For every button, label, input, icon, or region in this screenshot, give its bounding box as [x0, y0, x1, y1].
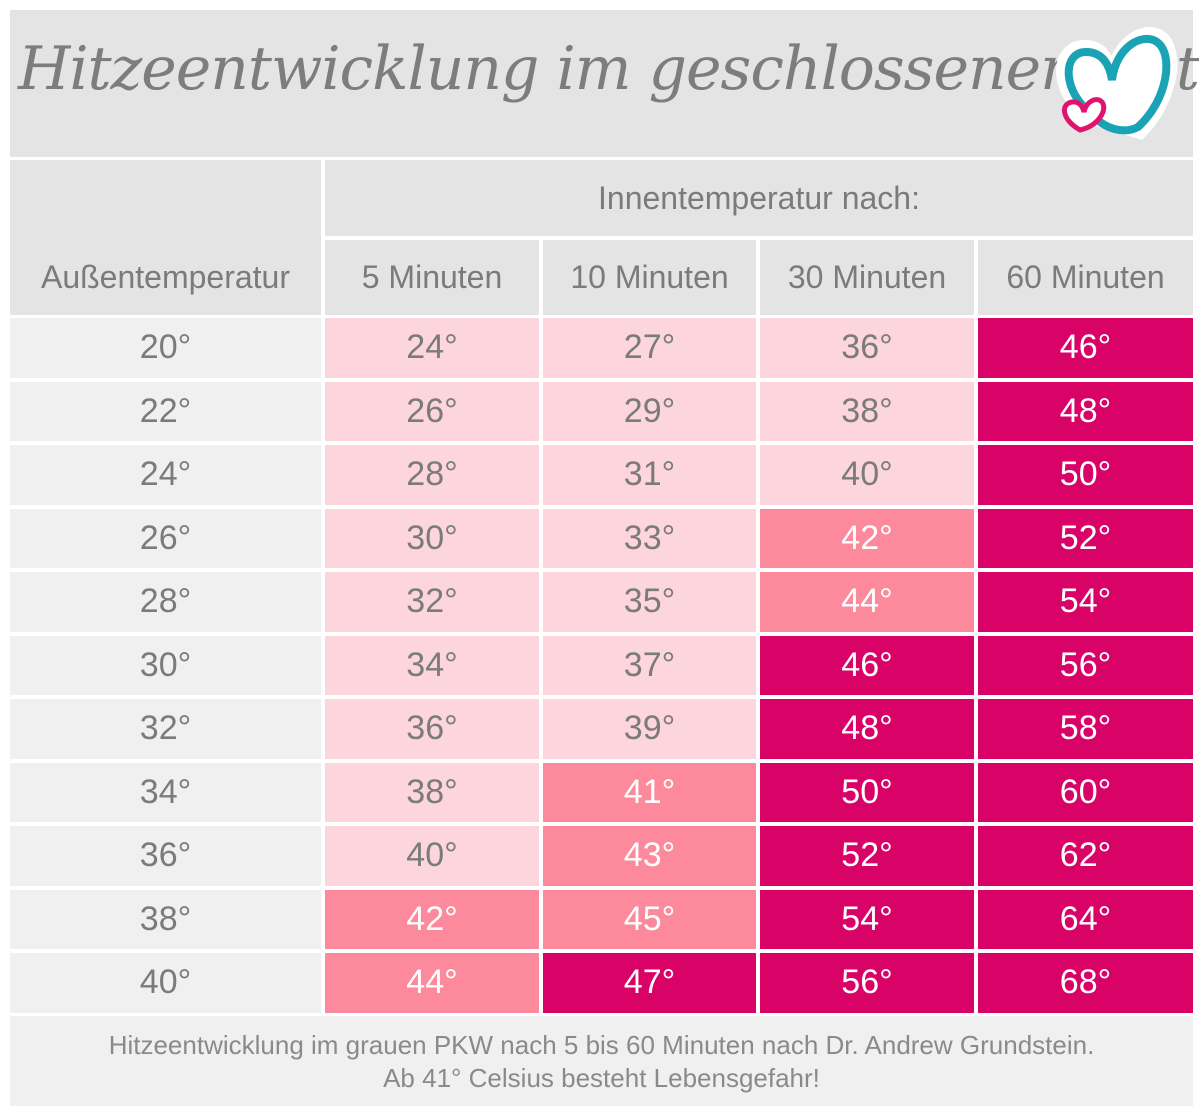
- inside-temperature-cell-safe: 32°: [325, 572, 539, 632]
- outside-temperature-cell: 40°: [10, 953, 321, 1013]
- column-group-header: Innentemperatur nach:: [325, 160, 1193, 236]
- outside-temperature-cell: 28°: [10, 572, 321, 632]
- column-header: 10 Minuten: [543, 240, 756, 315]
- inside-temperature-cell-safe: 27°: [543, 318, 756, 378]
- inside-temperature-cell-danger: 68°: [978, 953, 1193, 1013]
- inside-temperature-cell-safe: 28°: [325, 445, 539, 505]
- inside-temperature-cell-safe: 26°: [325, 381, 539, 441]
- inside-temperature-cell-warning: 42°: [760, 508, 974, 568]
- column-header: 5 Minuten: [325, 240, 539, 315]
- page-title: Hitzeentwicklung im geschlossenen Auto: [18, 34, 1199, 104]
- inside-temperature-cell-safe: 39°: [543, 699, 756, 759]
- inside-temperature-cell-safe: 36°: [760, 318, 974, 378]
- inside-temperature-cell-danger: 50°: [978, 445, 1193, 505]
- inside-temperature-cell-safe: 40°: [325, 826, 539, 886]
- inside-temperature-cell-danger: 46°: [760, 635, 974, 695]
- inside-temperature-cell-danger: 46°: [978, 318, 1193, 378]
- outside-temperature-cell: 20°: [10, 318, 321, 378]
- column-header: 60 Minuten: [978, 240, 1193, 315]
- inside-temperature-cell-warning: 44°: [760, 572, 974, 632]
- inside-temperature-cell-safe: 30°: [325, 508, 539, 568]
- inside-temperature-cell-safe: 37°: [543, 635, 756, 695]
- title-band: [10, 10, 1193, 157]
- outside-temperature-cell: 32°: [10, 699, 321, 759]
- inside-temperature-cell-warning: 41°: [543, 762, 756, 822]
- inside-temperature-cell-danger: 47°: [543, 953, 756, 1013]
- inside-temperature-cell-danger: 48°: [760, 699, 974, 759]
- two-hearts-logo-icon: [1056, 27, 1178, 140]
- inside-temperature-cell-danger: 48°: [978, 381, 1193, 441]
- inside-temperature-cell-safe: 24°: [325, 318, 539, 378]
- footer-note: Hitzeentwicklung im grauen PKW nach 5 bi…: [10, 1016, 1193, 1106]
- inside-temperature-cell-warning: 42°: [325, 889, 539, 949]
- inside-temperature-cell-safe: 29°: [543, 381, 756, 441]
- inside-temperature-cell-danger: 56°: [978, 635, 1193, 695]
- inside-temperature-cell-danger: 56°: [760, 953, 974, 1013]
- outside-temperature-cell: 34°: [10, 762, 321, 822]
- inside-temperature-cell-warning: 44°: [325, 953, 539, 1013]
- row-header-outside-temperature: Außentemperatur: [10, 160, 321, 315]
- inside-temperature-cell-danger: 58°: [978, 699, 1193, 759]
- inside-temperature-cell-warning: 43°: [543, 826, 756, 886]
- outside-temperature-cell: 24°: [10, 445, 321, 505]
- inside-temperature-cell-danger: 50°: [760, 762, 974, 822]
- column-header: 30 Minuten: [760, 240, 974, 315]
- outside-temperature-cell: 36°: [10, 826, 321, 886]
- inside-temperature-cell-danger: 60°: [978, 762, 1193, 822]
- inside-temperature-cell-safe: 33°: [543, 508, 756, 568]
- inside-temperature-cell-safe: 38°: [760, 381, 974, 441]
- inside-temperature-cell-safe: 34°: [325, 635, 539, 695]
- inside-temperature-cell-safe: 35°: [543, 572, 756, 632]
- footer-warning: Ab 41° Celsius besteht Lebensgefahr!: [383, 1063, 820, 1093]
- inside-temperature-cell-safe: 40°: [760, 445, 974, 505]
- outside-temperature-cell: 22°: [10, 381, 321, 441]
- inside-temperature-cell-safe: 38°: [325, 762, 539, 822]
- inside-temperature-cell-danger: 62°: [978, 826, 1193, 886]
- outside-temperature-cell: 30°: [10, 635, 321, 695]
- inside-temperature-cell-safe: 36°: [325, 699, 539, 759]
- inside-temperature-cell-warning: 45°: [543, 889, 756, 949]
- inside-temperature-cell-danger: 52°: [760, 826, 974, 886]
- inside-temperature-cell-danger: 54°: [978, 572, 1193, 632]
- inside-temperature-cell-safe: 31°: [543, 445, 756, 505]
- outside-temperature-cell: 38°: [10, 889, 321, 949]
- footer-source: Hitzeentwicklung im grauen PKW nach 5 bi…: [108, 1030, 1095, 1060]
- inside-temperature-cell-danger: 52°: [978, 508, 1193, 568]
- outside-temperature-cell: 26°: [10, 508, 321, 568]
- inside-temperature-cell-danger: 54°: [760, 889, 974, 949]
- inside-temperature-cell-danger: 64°: [978, 889, 1193, 949]
